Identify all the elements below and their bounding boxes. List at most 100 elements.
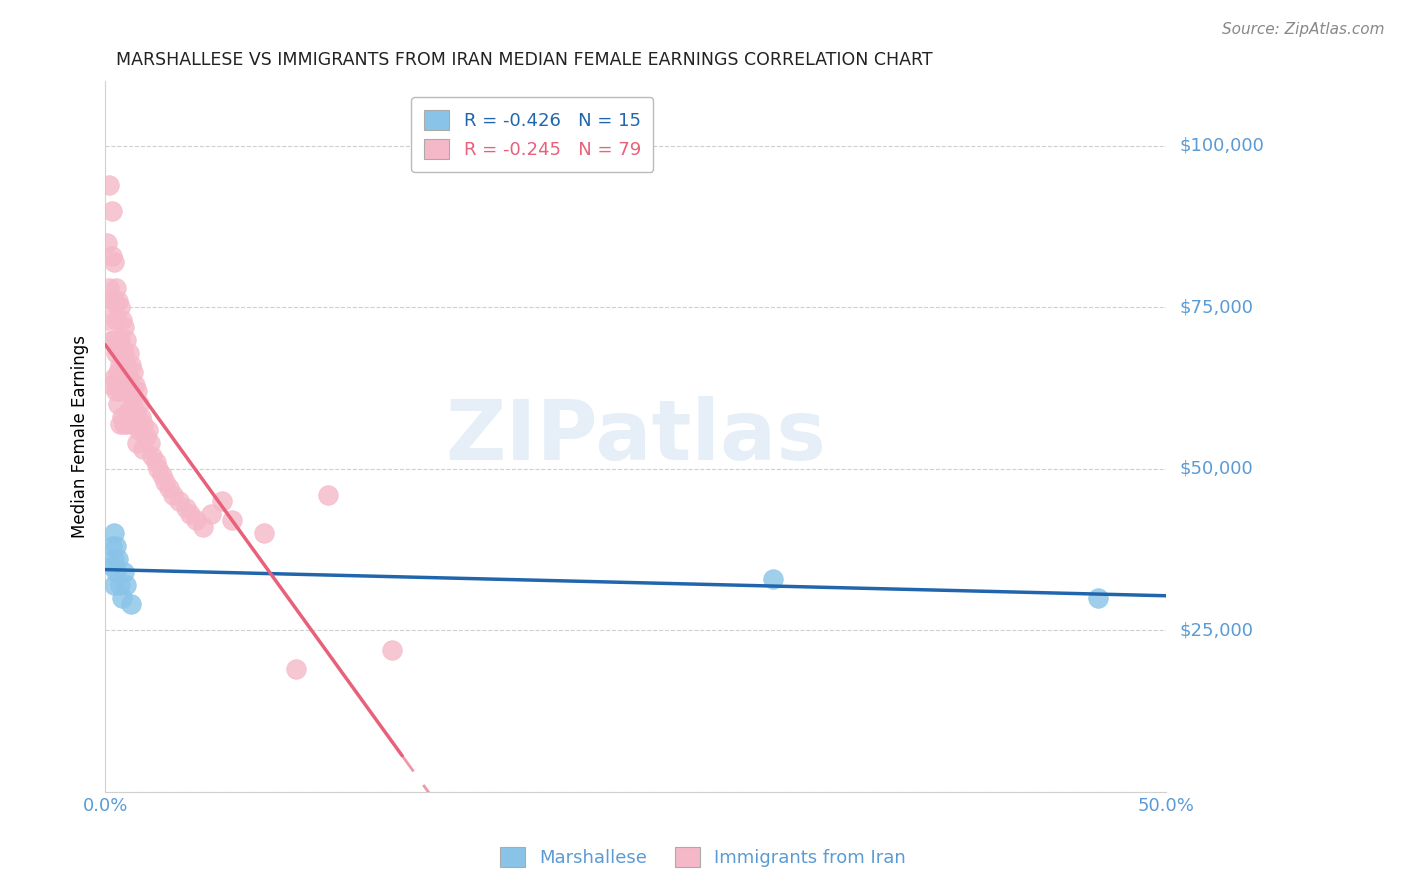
Point bbox=[115, 384, 138, 399]
Point bbox=[112, 565, 135, 579]
Point bbox=[108, 578, 131, 592]
Point bbox=[128, 397, 150, 411]
Point bbox=[128, 423, 150, 437]
Point bbox=[211, 494, 233, 508]
Point bbox=[107, 293, 129, 308]
Point bbox=[136, 423, 159, 437]
Text: $25,000: $25,000 bbox=[1180, 621, 1254, 640]
Point bbox=[104, 281, 127, 295]
Point bbox=[100, 249, 122, 263]
Point bbox=[132, 442, 155, 457]
Point bbox=[169, 494, 191, 508]
Point bbox=[108, 359, 131, 373]
Point bbox=[762, 572, 785, 586]
Point bbox=[139, 436, 162, 450]
Text: $100,000: $100,000 bbox=[1180, 137, 1264, 155]
Text: Source: ZipAtlas.com: Source: ZipAtlas.com bbox=[1222, 22, 1385, 37]
Point bbox=[104, 384, 127, 399]
Point bbox=[153, 475, 176, 489]
Text: ZIPatlas: ZIPatlas bbox=[444, 396, 825, 477]
Point bbox=[112, 417, 135, 431]
Point bbox=[179, 507, 201, 521]
Point bbox=[1087, 591, 1109, 605]
Point bbox=[120, 359, 142, 373]
Point bbox=[115, 578, 138, 592]
Point bbox=[107, 552, 129, 566]
Point bbox=[115, 417, 138, 431]
Point bbox=[186, 513, 208, 527]
Point bbox=[104, 345, 127, 359]
Point bbox=[121, 391, 143, 405]
Point bbox=[174, 500, 197, 515]
Point bbox=[117, 371, 139, 385]
Point bbox=[121, 417, 143, 431]
Point bbox=[112, 377, 135, 392]
Point bbox=[253, 526, 276, 541]
Point bbox=[103, 552, 125, 566]
Point bbox=[108, 417, 131, 431]
Point bbox=[129, 410, 152, 425]
Point bbox=[100, 377, 122, 392]
Point bbox=[100, 293, 122, 308]
Point bbox=[96, 235, 118, 250]
Point bbox=[98, 178, 121, 192]
Point bbox=[125, 436, 148, 450]
Point bbox=[107, 333, 129, 347]
Point bbox=[134, 429, 156, 443]
Y-axis label: Median Female Earnings: Median Female Earnings bbox=[72, 335, 89, 538]
Point bbox=[111, 410, 134, 425]
Point bbox=[200, 507, 222, 521]
Point bbox=[120, 598, 142, 612]
Point bbox=[103, 255, 125, 269]
Point bbox=[111, 345, 134, 359]
Point bbox=[115, 333, 138, 347]
Point bbox=[100, 558, 122, 573]
Point bbox=[112, 345, 135, 359]
Point bbox=[100, 539, 122, 553]
Text: $50,000: $50,000 bbox=[1180, 459, 1253, 478]
Text: MARSHALLESE VS IMMIGRANTS FROM IRAN MEDIAN FEMALE EARNINGS CORRELATION CHART: MARSHALLESE VS IMMIGRANTS FROM IRAN MEDI… bbox=[115, 51, 932, 69]
Point bbox=[157, 481, 180, 495]
Point bbox=[108, 384, 131, 399]
Point bbox=[117, 403, 139, 417]
Legend: R = -0.426   N = 15, R = -0.245   N = 79: R = -0.426 N = 15, R = -0.245 N = 79 bbox=[411, 97, 654, 171]
Point bbox=[103, 578, 125, 592]
Point bbox=[124, 403, 146, 417]
Point bbox=[112, 319, 135, 334]
Point bbox=[125, 384, 148, 399]
Point bbox=[125, 410, 148, 425]
Legend: Marshallese, Immigrants from Iran: Marshallese, Immigrants from Iran bbox=[492, 839, 914, 874]
Point bbox=[103, 293, 125, 308]
Point bbox=[100, 203, 122, 218]
Point bbox=[108, 301, 131, 315]
Point bbox=[145, 455, 167, 469]
Point bbox=[104, 565, 127, 579]
Point bbox=[111, 313, 134, 327]
Point bbox=[120, 417, 142, 431]
Point bbox=[103, 371, 125, 385]
Point bbox=[96, 313, 118, 327]
Point bbox=[117, 345, 139, 359]
Point bbox=[124, 377, 146, 392]
Point bbox=[132, 417, 155, 431]
Point bbox=[103, 526, 125, 541]
Point bbox=[148, 462, 170, 476]
Point bbox=[115, 359, 138, 373]
Point bbox=[107, 397, 129, 411]
Point bbox=[191, 520, 214, 534]
Point bbox=[111, 591, 134, 605]
Point bbox=[104, 313, 127, 327]
Point bbox=[103, 333, 125, 347]
Point bbox=[111, 377, 134, 392]
Point bbox=[162, 488, 184, 502]
Point bbox=[285, 662, 308, 676]
Point bbox=[316, 488, 339, 502]
Point bbox=[100, 333, 122, 347]
Point bbox=[121, 365, 143, 379]
Point bbox=[221, 513, 243, 527]
Point bbox=[380, 642, 402, 657]
Point bbox=[152, 468, 174, 483]
Point bbox=[108, 333, 131, 347]
Point bbox=[141, 449, 163, 463]
Point bbox=[120, 384, 142, 399]
